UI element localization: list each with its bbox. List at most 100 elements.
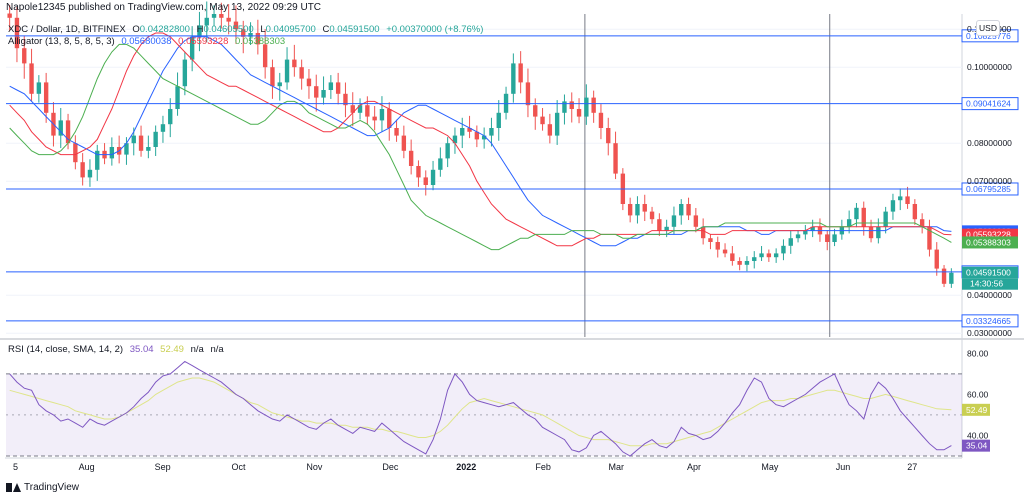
price-tick-label: 0.03000000 — [967, 328, 1012, 338]
symbol-legend: XDC / Dollar, 1D, BITFINEX O0.04282800 H… — [8, 24, 487, 35]
candle-body — [496, 112, 501, 128]
candle-body — [671, 215, 677, 227]
time-axis[interactable]: 5 Aug Sep Oct Nov Dec 2022 Feb Mar Apr May Jun 27 — [13, 462, 917, 472]
candle-body — [233, 21, 239, 30]
ohlc-close: C0.04591500 — [322, 24, 380, 35]
candle-body — [109, 147, 115, 159]
symbol-title[interactable]: XDC / Dollar, 1D, BITFINEX — [8, 24, 126, 35]
candle-body — [445, 143, 450, 159]
rsi-tick-label: 40.00 — [967, 430, 989, 440]
candle-body — [715, 242, 720, 250]
candle-body — [635, 204, 640, 216]
rsi-title[interactable]: RSI (14, close, SMA, 14, 2) — [8, 344, 124, 355]
candle-body — [204, 17, 209, 26]
candle-body — [58, 120, 63, 136]
candle-body — [708, 238, 713, 242]
candle-body — [569, 101, 574, 109]
price-tick-label: 0.08000000 — [967, 138, 1012, 148]
candle-body — [452, 135, 458, 144]
alligator-teeth-line — [9, 32, 952, 247]
candle-body — [795, 234, 801, 239]
rsi-tick-label: 60.00 — [967, 389, 989, 399]
candle-body — [883, 211, 888, 227]
footer: TradingView — [6, 482, 79, 493]
candle-body — [255, 33, 261, 45]
candle-body — [606, 128, 611, 144]
candle-body — [591, 97, 596, 113]
tradingview-logo-icon — [6, 483, 21, 492]
currency-button[interactable]: USD — [976, 20, 1000, 36]
price-tick-label: 0.04000000 — [967, 290, 1012, 300]
candle-body — [554, 112, 560, 136]
candle-body — [87, 169, 93, 178]
rsi-tick-label: 80.00 — [967, 348, 989, 358]
candle-body — [511, 63, 516, 94]
candle-body — [306, 78, 312, 87]
rsi-value-label: 52.49 — [966, 405, 988, 415]
candle-body — [189, 36, 195, 60]
candle-body — [949, 272, 954, 284]
candlesticks — [7, 1, 954, 288]
vertical-marker-lines — [584, 14, 831, 337]
candle-body — [810, 226, 815, 231]
ohlc-open: O0.04282800 — [132, 24, 190, 35]
alligator-title[interactable]: Alligator (13, 8, 5, 8, 5, 3) — [8, 36, 115, 47]
rsi-pane: 80.00 60.00 40.00 52.49 35.04 — [6, 348, 990, 457]
rsi-value-box — [962, 439, 990, 452]
candle-body — [343, 93, 348, 106]
rsi-legend: RSI (14, close, SMA, 14, 2) 35.04 52.49 … — [8, 344, 228, 355]
candle-body — [80, 162, 85, 178]
candle-body — [941, 268, 947, 284]
candle-body — [335, 82, 341, 94]
candle-body — [321, 90, 326, 98]
candle-body — [737, 261, 742, 265]
candle-body — [803, 230, 808, 235]
candle-body — [642, 204, 647, 212]
candle-body — [481, 135, 487, 140]
rsi-na-1: n/a — [190, 344, 204, 355]
candle-body — [467, 128, 472, 132]
candle-body — [832, 234, 837, 242]
candle-body — [95, 150, 100, 170]
time-tick-label: Jun — [836, 462, 851, 472]
candle-body — [226, 17, 231, 22]
candle-body — [160, 124, 166, 132]
rsi-na-2: n/a — [210, 344, 224, 355]
candle-body — [905, 196, 910, 204]
alligator-jaw-line — [9, 36, 952, 247]
level-label-box — [961, 314, 1019, 328]
time-tick-label: Sep — [155, 462, 171, 472]
price-label-box — [962, 266, 1018, 279]
candle-body — [540, 116, 545, 125]
level-label: 0.06795285 — [966, 184, 1011, 194]
candle-body — [241, 29, 246, 37]
rsi-ma-value: 52.49 — [160, 344, 184, 355]
candle-body — [876, 226, 881, 239]
price-tick-label: 0.10000000 — [967, 62, 1012, 72]
price-label: 0.04591500 — [966, 268, 1011, 278]
rsi-value-label: 35.04 — [966, 441, 988, 451]
candle-body — [861, 207, 866, 227]
countdown-label: 14:30:56 — [970, 279, 1003, 289]
candle-body — [211, 14, 217, 18]
candle-body — [65, 120, 71, 144]
level-label-box — [961, 97, 1019, 111]
candle-body — [693, 215, 699, 227]
candle-body — [292, 59, 297, 68]
candle-body — [138, 135, 144, 151]
time-tick-label: 27 — [907, 462, 917, 472]
candle-body — [854, 207, 859, 220]
candle-body — [29, 63, 34, 94]
time-tick-label: Mar — [608, 462, 624, 472]
candle-body — [379, 109, 385, 121]
candle-body — [919, 219, 925, 227]
price-axis[interactable]: 0.110000000.100000000.080000000.07000000… — [967, 24, 1012, 338]
horizontal-levels[interactable]: 0.108257760.090416240.067952850.04614609… — [6, 29, 1019, 328]
candle-body — [153, 131, 158, 147]
candle-body — [788, 238, 793, 246]
rsi-value-box — [962, 403, 990, 416]
time-tick-label: Feb — [535, 462, 551, 472]
time-tick-label: 5 — [13, 462, 18, 472]
candle-body — [890, 200, 896, 212]
